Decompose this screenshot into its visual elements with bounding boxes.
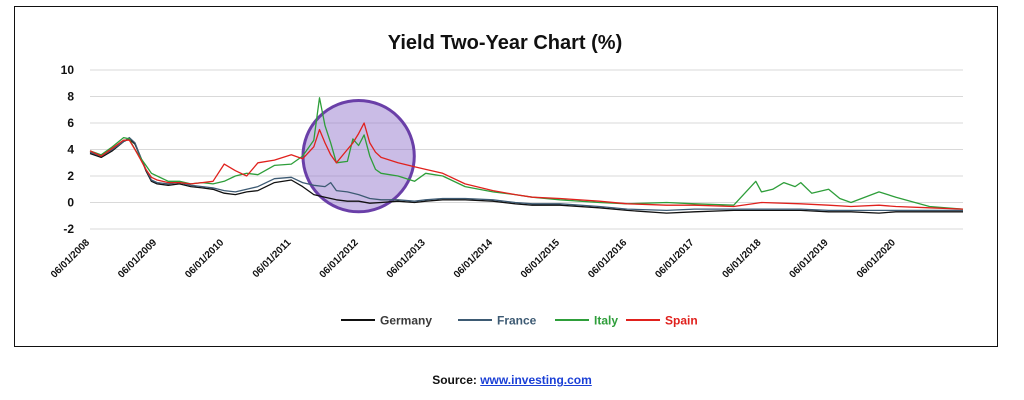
source-label: Source: <box>432 373 477 387</box>
legend-label-france: France <box>497 314 537 328</box>
y-tick-label: 2 <box>67 169 74 183</box>
y-tick-label: -2 <box>63 222 74 236</box>
x-tick-label: 06/01/2010 <box>183 237 226 280</box>
series-line-spain <box>89 122 964 210</box>
y-axis: -2 0 2 4 6 8 10 <box>61 63 75 236</box>
source-link[interactable]: www.investing.com <box>480 373 592 387</box>
legend-label-germany: Germany <box>380 314 432 328</box>
source-line: Source: www.investing.com <box>0 373 1024 387</box>
series-lines <box>89 97 964 214</box>
x-axis: 06/01/2008 06/01/2009 06/01/2010 06/01/2011… <box>49 237 898 280</box>
x-tick-label: 06/01/2009 <box>116 237 159 280</box>
y-tick-label: 10 <box>61 63 75 77</box>
chart-frame: Yield Two-Year Chart (%) -2 0 2 4 6 8 10 06/01… <box>14 6 998 347</box>
x-tick-label: 06/01/2013 <box>385 237 428 280</box>
legend-label-italy: Italy <box>594 314 618 328</box>
legend-label-spain: Spain <box>665 314 698 328</box>
x-tick-label: 06/01/2020 <box>855 237 898 280</box>
x-tick-label: 06/01/2014 <box>452 237 495 280</box>
x-tick-label: 06/01/2019 <box>788 237 831 280</box>
x-tick-label: 06/01/2012 <box>318 237 361 280</box>
x-tick-label: 06/01/2018 <box>720 237 763 280</box>
chart-title: Yield Two-Year Chart (%) <box>388 32 622 54</box>
line-chart: Yield Two-Year Chart (%) -2 0 2 4 6 8 10 06/01… <box>49 32 964 328</box>
x-tick-label: 06/01/2011 <box>251 237 294 280</box>
series-line-italy <box>89 97 964 210</box>
y-tick-label: 6 <box>67 116 74 130</box>
x-tick-label: 06/01/2008 <box>49 237 92 280</box>
series-line-france <box>89 136 963 212</box>
y-tick-label: 8 <box>67 90 74 104</box>
x-tick-label: 06/01/2015 <box>519 237 562 280</box>
series-line-germany <box>89 138 963 214</box>
x-tick-label: 06/01/2016 <box>586 237 629 280</box>
legend: Germany France Italy Spain <box>341 314 698 328</box>
y-tick-label: 0 <box>67 196 74 210</box>
x-tick-label: 06/01/2017 <box>653 237 696 280</box>
y-tick-label: 4 <box>67 143 74 157</box>
